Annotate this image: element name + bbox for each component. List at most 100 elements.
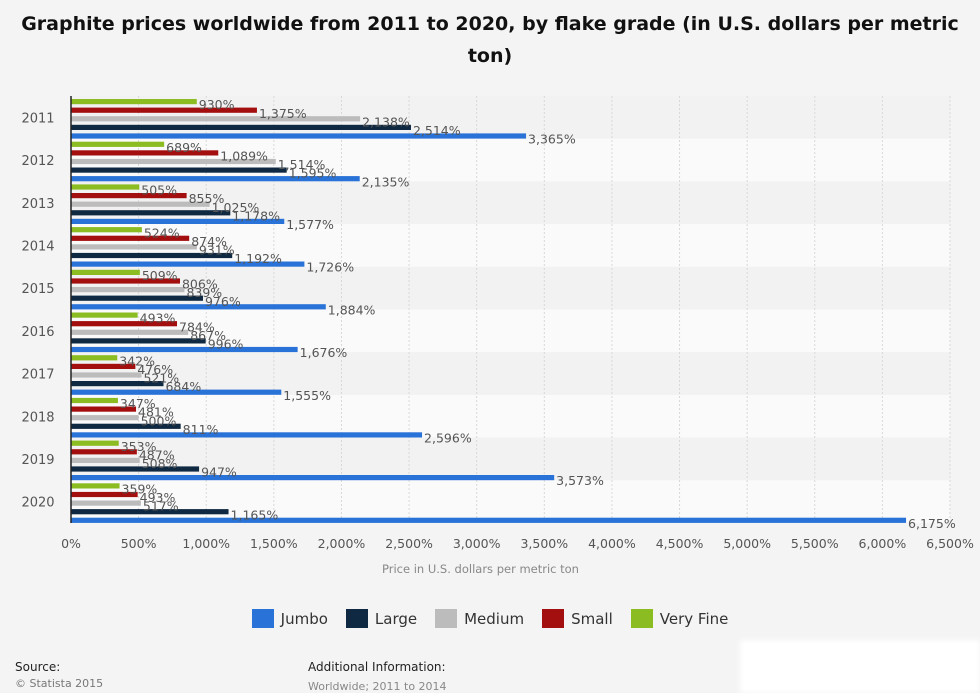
- bar-jumbo: [71, 389, 282, 395]
- x-tick-label: 2,500%: [385, 536, 433, 551]
- bar-medium: [71, 500, 141, 506]
- chart-title: Graphite prices worldwide from 2011 to 2…: [21, 13, 959, 67]
- x-tick-label: 1,500%: [250, 536, 298, 551]
- legend-swatch: [542, 609, 565, 628]
- x-tick-label: 500%: [121, 536, 157, 551]
- data-label: 930%: [199, 97, 235, 112]
- x-tick-label: 3,000%: [453, 536, 501, 551]
- bar-small: [71, 193, 187, 199]
- data-label: 1,165%: [231, 507, 279, 522]
- data-label: 476%: [137, 362, 173, 377]
- data-label: 1,884%: [328, 302, 376, 317]
- data-label: 1,178%: [232, 208, 280, 223]
- bar-small: [71, 406, 137, 412]
- bar-medium: [71, 116, 361, 122]
- bar-medium: [71, 201, 210, 207]
- data-label: 1,514%: [278, 157, 326, 172]
- data-label: 811%: [183, 422, 219, 437]
- bar-jumbo: [71, 346, 298, 353]
- bar-large: [71, 167, 287, 173]
- bar-large: [71, 295, 203, 301]
- x-tick-label: 1,000%: [182, 536, 230, 551]
- bar-small: [71, 363, 136, 369]
- row-band: [71, 224, 950, 267]
- data-label: 487%: [139, 447, 175, 462]
- legend-item-medium[interactable]: Medium: [435, 609, 524, 628]
- data-label: 2,135%: [362, 174, 410, 189]
- additional-info-label: Additional Information:: [308, 660, 446, 674]
- bar-large: [71, 466, 200, 472]
- y-category-label: 2019: [21, 453, 54, 468]
- data-label: 1,192%: [234, 251, 282, 266]
- data-label: 689%: [166, 140, 202, 155]
- y-category-label: 2015: [21, 282, 54, 297]
- legend-label: Small: [571, 609, 613, 628]
- data-label: 1,025%: [212, 200, 260, 215]
- data-label: 508%: [142, 456, 178, 471]
- x-tick-label: 6,500%: [926, 536, 974, 551]
- bar-jumbo: [71, 517, 907, 523]
- additional-info-value: Worldwide; 2011 to 2014: [308, 680, 447, 693]
- data-label: 359%: [122, 482, 158, 497]
- legend-item-jumbo[interactable]: Jumbo: [251, 609, 328, 628]
- bar-very-fine: [71, 269, 140, 275]
- data-label: 505%: [141, 183, 177, 198]
- data-label: 493%: [140, 490, 176, 505]
- bar-small: [71, 321, 178, 327]
- bar-jumbo: [71, 176, 360, 182]
- row-band: [71, 266, 950, 310]
- bar-very-fine: [71, 312, 138, 318]
- legend-swatch: [630, 609, 653, 628]
- bar-medium: [71, 244, 197, 250]
- bar-medium: [71, 329, 189, 335]
- legend-label: Jumbo: [280, 609, 328, 628]
- x-axis-label: Price in U.S. dollars per metric ton: [382, 562, 579, 576]
- x-tick-label: 2,000%: [318, 536, 366, 551]
- x-tick-label: 4,000%: [588, 536, 636, 551]
- y-category-label: 2014: [21, 239, 54, 254]
- data-label: 353%: [121, 439, 157, 454]
- data-label: 874%: [191, 234, 227, 249]
- bar-small: [71, 107, 257, 113]
- bar-small: [71, 278, 180, 284]
- legend-swatch: [251, 609, 274, 628]
- data-label: 521%: [143, 371, 179, 386]
- data-label: 947%: [201, 465, 237, 480]
- bar-jumbo: [71, 218, 285, 224]
- bar-very-fine: [71, 355, 118, 361]
- legend-swatch: [345, 609, 368, 628]
- data-label: 684%: [165, 379, 201, 394]
- bar-jumbo: [71, 133, 527, 139]
- row-band: [71, 437, 950, 481]
- y-category-label: 2017: [21, 368, 54, 383]
- x-tick-label: 5,000%: [723, 536, 771, 551]
- bar-small: [71, 449, 137, 455]
- data-label: 342%: [119, 353, 155, 368]
- legend-item-large[interactable]: Large: [345, 609, 418, 628]
- y-category-label: 2016: [21, 325, 54, 340]
- data-label: 784%: [179, 319, 215, 334]
- legend-label: Large: [374, 609, 418, 628]
- row-band: [71, 181, 950, 225]
- data-label: 347%: [120, 396, 156, 411]
- bar-large: [71, 509, 229, 515]
- source-value: © Statista 2015: [15, 677, 104, 690]
- data-label: 1,375%: [259, 106, 307, 121]
- bar-very-fine: [71, 141, 165, 147]
- data-label: 3,365%: [528, 132, 576, 147]
- bar-medium: [71, 372, 142, 378]
- bar-medium: [71, 415, 139, 421]
- data-label: 1,676%: [300, 345, 348, 360]
- data-label: 2,596%: [424, 431, 472, 446]
- data-label: 1,089%: [220, 149, 268, 164]
- bar-jumbo: [71, 261, 305, 267]
- data-label: 867%: [190, 328, 226, 343]
- row-band: [71, 394, 950, 438]
- legend-item-small[interactable]: Small: [542, 609, 613, 628]
- x-tick-label: 4,500%: [656, 536, 704, 551]
- legend-item-very-fine[interactable]: Very Fine: [630, 609, 728, 628]
- data-label: 839%: [186, 285, 222, 300]
- data-label: 976%: [205, 294, 241, 309]
- bar-very-fine: [71, 227, 142, 233]
- data-label: 509%: [142, 268, 178, 283]
